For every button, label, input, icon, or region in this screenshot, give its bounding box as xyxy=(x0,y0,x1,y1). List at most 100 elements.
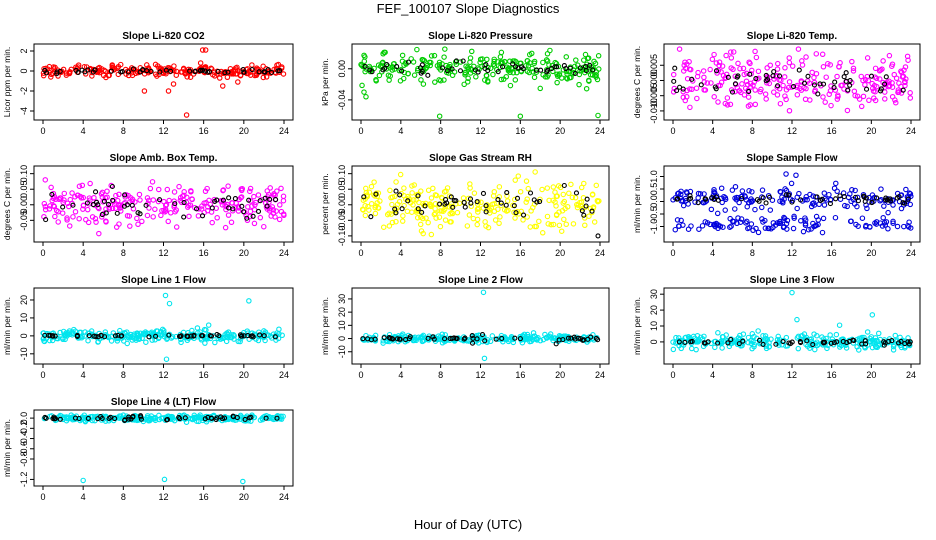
data-point xyxy=(898,68,904,75)
data-point xyxy=(425,335,431,341)
x-tick-label: 12 xyxy=(475,370,485,380)
data-point xyxy=(539,230,546,236)
data-point xyxy=(774,92,781,98)
data-point xyxy=(903,200,910,207)
y-axis-label-co2: Licor ppm per min. xyxy=(2,47,12,117)
data-point xyxy=(827,62,834,68)
data-point xyxy=(531,74,538,81)
data-point xyxy=(749,189,755,195)
y-tick-label: 0.5 xyxy=(649,183,659,196)
data-point xyxy=(225,415,231,421)
data-point xyxy=(257,417,264,423)
data-point xyxy=(86,333,92,339)
outlier-point xyxy=(205,322,212,328)
data-point xyxy=(162,206,169,212)
y-tick-label: 30 xyxy=(649,289,659,299)
data-point xyxy=(786,55,793,61)
data-point xyxy=(237,338,243,345)
data-point xyxy=(670,71,677,78)
x-tick-label: 24 xyxy=(279,492,289,502)
data-point xyxy=(732,206,738,212)
x-tick-label: 16 xyxy=(199,370,209,380)
data-point xyxy=(113,224,120,230)
data-point xyxy=(166,332,172,338)
data-point xyxy=(560,191,567,198)
data-point xyxy=(553,203,559,209)
data-point xyxy=(399,68,405,74)
data-point xyxy=(756,75,762,81)
x-tick-label: 8 xyxy=(121,248,126,258)
data-point xyxy=(394,336,400,342)
data-point xyxy=(513,210,519,216)
data-point xyxy=(813,70,820,77)
data-point xyxy=(442,336,448,342)
data-point xyxy=(139,218,145,225)
data-point xyxy=(882,81,888,87)
data-point xyxy=(555,183,562,189)
data-point xyxy=(672,226,679,233)
data-point xyxy=(386,335,392,341)
data-point xyxy=(126,213,133,219)
y-tick-label: -1.2 xyxy=(19,472,29,488)
data-point xyxy=(890,218,896,225)
data-point xyxy=(756,337,763,343)
data-point xyxy=(532,169,538,175)
data-point xyxy=(110,197,116,203)
data-point xyxy=(776,73,783,79)
x-tick-label: 16 xyxy=(199,492,209,502)
y-tick-label: 10 xyxy=(649,321,659,331)
data-point xyxy=(698,82,704,88)
data-point xyxy=(437,223,444,230)
data-point xyxy=(198,67,204,73)
data-point xyxy=(235,208,242,214)
data-point xyxy=(888,198,894,204)
data-point xyxy=(755,68,762,75)
data-point xyxy=(214,214,220,221)
data-point xyxy=(187,74,194,80)
data-point xyxy=(568,181,574,188)
series-rh-hourly xyxy=(361,182,601,239)
data-point xyxy=(442,46,448,52)
data-point xyxy=(241,209,247,215)
x-tick-label: 16 xyxy=(199,248,209,258)
data-point xyxy=(742,85,749,92)
data-point xyxy=(711,51,717,58)
data-point xyxy=(872,65,879,72)
data-point xyxy=(820,339,826,345)
data-point xyxy=(394,201,401,208)
y-tick-label: 0 xyxy=(337,336,347,341)
data-point xyxy=(86,195,93,201)
data-point xyxy=(517,188,524,195)
data-point xyxy=(788,180,795,187)
data-point xyxy=(890,220,896,226)
data-point xyxy=(876,76,883,82)
data-point xyxy=(95,204,101,211)
data-point xyxy=(678,217,684,224)
data-point xyxy=(850,68,857,74)
data-point xyxy=(71,326,77,333)
data-point xyxy=(405,59,412,65)
data-point xyxy=(267,205,273,212)
data-point xyxy=(220,187,226,194)
data-point xyxy=(813,51,820,57)
data-point xyxy=(249,67,255,73)
data-point xyxy=(122,192,128,198)
data-point xyxy=(554,73,561,79)
data-point xyxy=(229,208,236,214)
data-point xyxy=(708,80,714,86)
data-point xyxy=(795,333,802,340)
data-point xyxy=(745,94,752,100)
data-point xyxy=(379,60,386,66)
data-point xyxy=(767,207,774,213)
y-tick-label: 0.10 xyxy=(337,165,347,183)
data-point xyxy=(464,223,471,229)
data-point xyxy=(137,197,143,203)
data-point xyxy=(907,95,914,101)
x-tick-label: 24 xyxy=(595,370,605,380)
data-point xyxy=(372,336,378,342)
outlier-point xyxy=(166,300,173,307)
data-point xyxy=(90,202,96,208)
data-point xyxy=(118,208,124,214)
data-point xyxy=(93,219,99,225)
data-point xyxy=(758,86,764,93)
